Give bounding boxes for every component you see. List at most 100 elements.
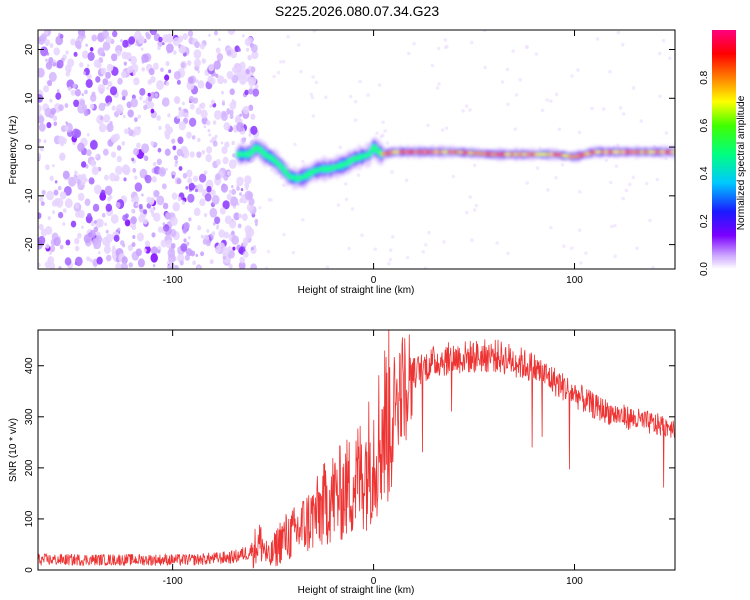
spectrogram-noise-blob	[228, 263, 233, 269]
spectrogram-noise-blob	[227, 245, 232, 252]
spectrogram-noise-blob	[227, 30, 236, 35]
snr-x-ticks: -100 0 100	[163, 330, 583, 587]
spectrogram-noise-blob	[609, 224, 614, 229]
spectrogram-noise-blob	[131, 242, 136, 248]
spectrogram-noise-blob	[291, 250, 296, 255]
spectrogram-noise-blob	[224, 141, 230, 148]
spectrogram-noise-blob	[554, 92, 559, 97]
spectrogram-noise-blob	[133, 147, 140, 156]
spectrogram-noise-blob	[577, 130, 582, 135]
spectrogram-noise-blob	[388, 248, 393, 253]
spectrogram-noise-blob	[162, 202, 169, 210]
snr-frame	[37, 329, 676, 571]
spectrogram-noise-blob	[213, 110, 222, 120]
spectrogram-noise-blob	[176, 79, 181, 85]
spectrogram-noise-blob	[121, 51, 128, 60]
spectrogram-noise-blob	[258, 205, 262, 210]
spectrogram-noise-blob	[149, 30, 158, 36]
spectrogram-noise-blob	[621, 196, 625, 201]
spectrogram-noise-blob	[79, 62, 84, 68]
spectrogram-noise-blob	[167, 113, 171, 118]
spectrogram-noise-blob	[131, 209, 135, 213]
spectrogram-noise-blob	[195, 107, 202, 115]
spectrogram-noise-blob	[219, 207, 226, 215]
spectrogram-noise-blob	[90, 93, 97, 102]
spectrogram-noise-blob	[182, 172, 188, 179]
spectrogram-noise-blob	[199, 42, 206, 50]
spectrogram-noise-blob	[215, 73, 219, 78]
spectrogram-noise-blob	[49, 43, 54, 48]
spectrogram-noise-blob	[83, 71, 86, 76]
spectrogram-noise-blob	[64, 126, 69, 131]
spectrogram-noise-blob	[228, 189, 232, 194]
spectrogram-noise-blob	[154, 142, 158, 146]
spectrogram-noise-blob	[103, 114, 111, 123]
spectrogram-noise-blob	[266, 249, 271, 254]
spectrogram-noise-blob	[595, 37, 600, 41]
spectrogram-noise-blob	[267, 197, 272, 202]
spectrogram-noise-blob	[130, 98, 138, 108]
spectrogram-noise-blob	[104, 174, 109, 181]
spectrogram-noise-blob	[179, 260, 184, 266]
spectrogram-noise-blob	[169, 262, 173, 267]
spectrogram-noise-blob	[122, 96, 126, 101]
spectrogram-noise-blob	[604, 158, 609, 162]
spectrogram-noise-blob	[511, 49, 515, 53]
spectrogram-noise-blob	[86, 149, 92, 157]
spectrogram-noise-blob	[109, 172, 117, 182]
spectrogram-noise-blob	[200, 234, 204, 239]
spectrogram-noise-blob	[124, 219, 131, 227]
spectrogram-noise-blob	[201, 58, 206, 64]
spectrogram-noise-blob	[226, 49, 232, 56]
spectrogram-noise-blob	[185, 186, 189, 190]
spectrogram-noise-blob	[39, 196, 44, 202]
spectrogram-noise-blob	[56, 89, 60, 93]
spectrogram-noise-blob	[635, 246, 639, 251]
spectrogram-noise-blob	[83, 234, 92, 244]
spectrogram-noise-blob	[97, 83, 106, 94]
spectrogram-noise-blob	[59, 33, 64, 39]
spectrogram-noise-blob	[46, 190, 54, 201]
spectrogram-noise-blob	[86, 64, 90, 68]
spectrogram-noise-blob	[506, 102, 510, 107]
spectrogram-noise-blob	[241, 213, 248, 221]
spectrogram-noise-blob	[108, 101, 111, 105]
spectrogram-noise-blob	[538, 146, 542, 150]
spectrogram-noise-blob	[286, 34, 290, 39]
spectrogram-noise-blob	[137, 114, 141, 119]
spectrogram-noise-blob	[535, 166, 540, 170]
spectrogram-noise-blob	[128, 36, 136, 45]
spectrogram-noise-blob	[138, 203, 143, 210]
spectrogram-noise-blob	[500, 80, 505, 84]
spectrogram-noise-blob	[134, 43, 138, 47]
spectrogram-noise-blob	[176, 148, 183, 157]
spectrogram-noise-blob	[243, 137, 247, 141]
spectrogram-noise-blob	[38, 154, 42, 161]
spectrogram-noise-blob	[64, 257, 72, 266]
spectrogram-noise-blob	[201, 149, 206, 155]
spectrogram-noise-blob	[628, 182, 632, 187]
spectrogram-noise-blob	[122, 165, 131, 176]
colorbar-label: Normalized spectral amplitude	[736, 95, 747, 230]
spectrogram-x-ticks: -100 0 100	[163, 30, 583, 286]
spectrogram-noise-blob	[44, 107, 53, 118]
spectrogram-noise-blob	[183, 222, 190, 230]
spectrogram-noise-blob	[188, 217, 192, 222]
spectrogram-noise-blob	[100, 67, 107, 76]
spectrogram-noise-blob	[105, 36, 112, 44]
spectrogram-noise-blob	[214, 245, 222, 254]
spectrogram-noise-blob	[52, 164, 55, 168]
spectrogram-noise-blob	[194, 41, 200, 49]
colorbar-tick-label: 0.0	[699, 262, 710, 276]
spectrogram-noise-blob	[168, 253, 176, 263]
snr-ytick-label: 400	[24, 357, 35, 374]
spectrogram-noise-blob	[187, 76, 194, 84]
spectrogram-noise-blob	[87, 51, 95, 61]
spectrogram-noise-blob	[193, 58, 201, 68]
spectrogram-noise-blob	[44, 39, 51, 46]
spectrogram-noise-blob	[157, 147, 162, 153]
spectrogram-noise-blob	[93, 184, 102, 195]
spectrogram-noise-blob	[590, 106, 594, 111]
spectrogram-noise-blob	[180, 243, 188, 252]
spectrogram-noise-blob	[206, 185, 212, 193]
